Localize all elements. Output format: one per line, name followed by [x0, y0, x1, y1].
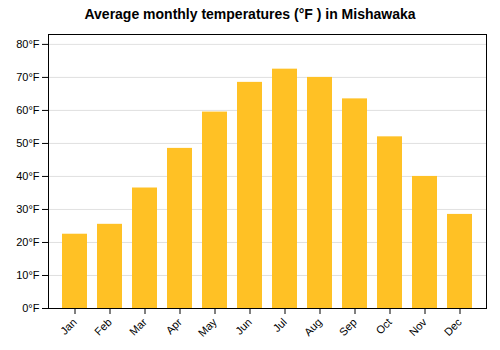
svg-text:60°F: 60°F: [16, 104, 40, 116]
svg-text:20°F: 20°F: [16, 236, 40, 248]
svg-text:Dec: Dec: [442, 315, 465, 338]
svg-text:40°F: 40°F: [16, 170, 40, 182]
svg-text:Aug: Aug: [302, 316, 324, 338]
svg-text:Feb: Feb: [92, 316, 114, 338]
svg-text:Apr: Apr: [163, 316, 184, 337]
svg-text:Mar: Mar: [127, 316, 149, 338]
html-text:Average monthly temperatures (: Average monthly temperatures (°F ) in Mi…: [84, 6, 416, 22]
svg-text:Jun: Jun: [233, 316, 254, 337]
svg-text:Oct: Oct: [373, 316, 394, 337]
svg-text:30°F: 30°F: [16, 203, 40, 215]
svg-text:0°F: 0°F: [22, 302, 40, 314]
svg-text:50°F: 50°F: [16, 137, 40, 149]
svg-text:Nov: Nov: [407, 315, 430, 338]
svg-text:Jan: Jan: [58, 316, 79, 337]
svg-text:Jul: Jul: [270, 316, 288, 334]
svg-text:May: May: [196, 315, 220, 339]
svg-text:Sep: Sep: [337, 316, 359, 338]
svg-text:80°F: 80°F: [16, 38, 40, 50]
svg-text:10°F: 10°F: [16, 269, 40, 281]
svg-text:70°F: 70°F: [16, 71, 40, 83]
